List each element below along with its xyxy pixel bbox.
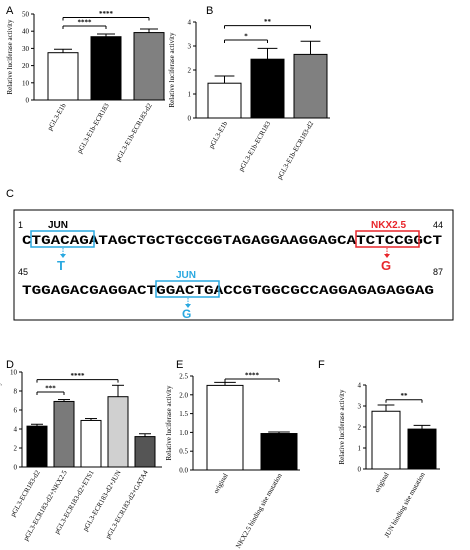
panel-label-d: D: [6, 359, 14, 371]
panel-label-c: C: [6, 188, 14, 200]
panel-label-e: E: [176, 359, 183, 371]
chart-b: 0 1 2 3 4 Relative luciferase activity pGL3-E1…: [168, 18, 330, 181]
y-tick-label-f: 3: [358, 403, 362, 411]
y-tick-label-e: 2.0: [179, 391, 188, 399]
sequence-line-1: CTGACAGATAGCTGCTGCCGGTAGAGGAAGGAGCATCTCC…: [22, 233, 442, 248]
seq-start-2: 45: [18, 267, 28, 277]
bar-b: [207, 82, 242, 119]
y-axis-label-d: Relative luciferase activity: [0, 381, 2, 457]
jun-site-box-1: [30, 230, 95, 248]
category-label-b: pGL3-E1b-ECR183: [237, 120, 272, 173]
nkx-site-box: [355, 230, 420, 248]
y-axis-label-a: Relative luciferase activity: [6, 19, 14, 95]
sig-label-b: **: [264, 18, 272, 26]
y-tick-label-f: 0: [358, 466, 362, 474]
sig-label-a: ****: [78, 19, 93, 27]
category-label-b: pGL3-E1b: [207, 120, 229, 150]
jun-site-box-2: [155, 280, 220, 298]
bar-e: [206, 384, 244, 471]
jun-label-2: JUN: [176, 270, 196, 281]
jun-label-1: JUN: [48, 220, 68, 231]
panel-label-b: B: [206, 5, 213, 17]
y-tick-label-a: 10: [22, 79, 30, 87]
y-axis-label-f: Relative luciferase activity: [338, 389, 346, 465]
bar-a: [90, 36, 122, 101]
y-tick-label-f: 2: [358, 424, 362, 432]
jun-arrowhead-2: [185, 304, 191, 308]
y-tick-label-d: 8: [14, 388, 18, 396]
y-axis-label-e: Relative luciferase activity: [165, 385, 173, 461]
y-tick-label-a: 40: [22, 28, 30, 36]
nkx-label: NKX2.5: [371, 220, 406, 231]
category-label-a: pGL3-E1b-ECR183-d2: [114, 102, 154, 163]
y-tick-label-e: 0.0: [179, 467, 188, 475]
seq-end-1: 44: [433, 220, 443, 230]
sig-label-b: *: [244, 33, 248, 41]
bar-e: [260, 433, 298, 471]
bar-d: [80, 419, 102, 468]
bar-b: [250, 58, 285, 119]
category-label-e: NKX2.5 binding site mutation: [234, 472, 284, 550]
chart-e: 0.0 0.5 1.0 1.5 2.0 2.5 Relative luciferase ac…: [165, 372, 300, 550]
panel-label-f: F: [318, 359, 325, 371]
bar-d: [134, 436, 156, 468]
sig-label-d: ****: [71, 372, 86, 380]
jun-arrowhead-1: [60, 254, 66, 258]
sig-label-f: **: [401, 392, 409, 400]
nkx-arrowhead: [384, 254, 390, 258]
y-tick-label-f: 4: [358, 382, 362, 390]
category-label-b: pGL3-E1b-ECR183-d2: [275, 120, 315, 181]
bar-d: [53, 400, 75, 468]
bar-f: [407, 428, 437, 470]
panel-label-a: A: [6, 5, 14, 17]
bar-a: [47, 52, 79, 101]
category-label-f: JUN binding site mutation: [383, 471, 427, 540]
y-tick-label-a: 20: [22, 62, 30, 70]
chart-f: 0 1 2 3 4 Relative luciferase activity origina…: [338, 382, 440, 540]
y-tick-label-e: 2.5: [179, 373, 188, 381]
bar-b: [293, 53, 328, 119]
category-label-a: pGL3-E1b-ECR183: [76, 102, 111, 155]
chart-a: 0 10 20 30 40 50 Relative luciferase activity p…: [6, 10, 165, 163]
category-label-a: pGL3-E1b: [46, 102, 68, 132]
category-label-f: original: [373, 471, 391, 494]
y-tick-label-b: 4: [188, 19, 192, 27]
sig-label-d: ***: [45, 384, 56, 392]
nkx-mutation: G: [381, 258, 391, 273]
sequence-frame: [13, 209, 454, 321]
jun-mutation-2: G: [182, 307, 191, 321]
y-tick-label-b: 3: [188, 43, 192, 51]
y-tick-label-e: 0.5: [179, 448, 188, 456]
y-axis-label-b: Relative luciferase activity: [168, 32, 176, 108]
y-tick-label-b: 1: [188, 91, 192, 99]
bar-d: [107, 396, 129, 468]
bar-a: [133, 32, 165, 101]
y-tick-label-d: 6: [14, 407, 18, 415]
bar-d: [26, 425, 48, 468]
sig-label-a: ****: [99, 10, 114, 18]
y-tick-label-e: 1.5: [179, 410, 188, 418]
y-tick-label-d: 4: [14, 426, 18, 434]
sequence-panel: 1 44 45 87 CTGACAGATAGCTGCTGCCGGTAGAGGAA…: [13, 209, 454, 321]
y-tick-label-a: 0: [26, 97, 30, 105]
jun-mutation-1: T: [57, 258, 65, 273]
y-tick-label-b: 2: [188, 67, 192, 75]
sig-label-e: ****: [245, 372, 260, 380]
y-tick-label-d: 0: [14, 464, 18, 472]
y-tick-label-d: 2: [14, 445, 18, 453]
seq-start-1: 1: [18, 220, 23, 230]
y-tick-label-e: 1.0: [179, 429, 188, 437]
category-label-e: original: [212, 472, 230, 495]
y-tick-label-f: 1: [358, 445, 362, 453]
bar-f: [371, 410, 401, 470]
y-tick-label-a: 30: [22, 45, 30, 53]
seq-end-2: 87: [433, 267, 443, 277]
sequence-line-2: TGGAGACGAGGACTGGACTGACCGTGGCGCCAGGAGAGAG…: [22, 283, 434, 298]
y-tick-label-b: 0: [188, 115, 192, 123]
y-tick-label-a: 50: [22, 11, 30, 19]
y-tick-label-d: 10: [10, 369, 18, 377]
